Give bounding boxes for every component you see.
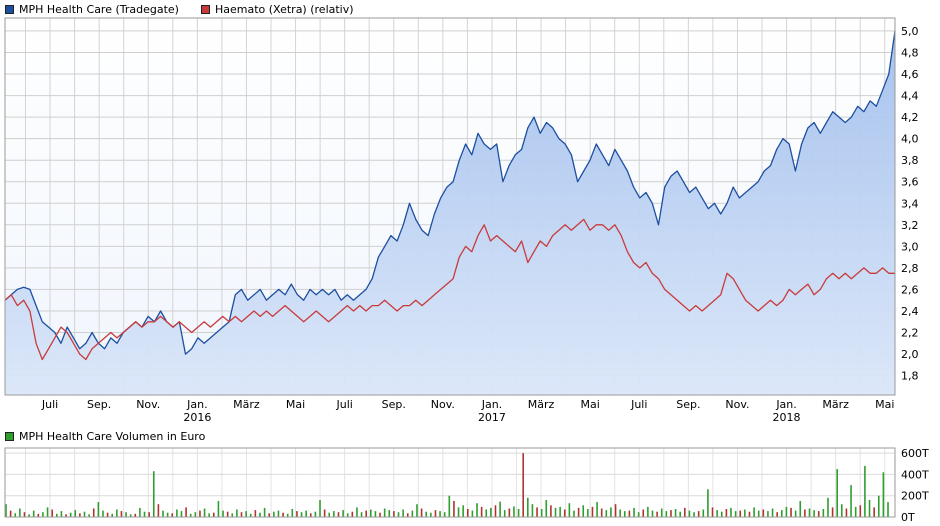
svg-text:1,8: 1,8 [901,370,919,383]
legend-item-mph-volume: MPH Health Care Volumen in Euro [5,430,205,443]
svg-text:5,0: 5,0 [901,25,919,38]
svg-text:2,6: 2,6 [901,283,919,296]
svg-text:400T: 400T [901,468,929,481]
legend-item-haemato-price: Haemato (Xetra) (relativ) [200,2,354,16]
svg-text:Mai: Mai [286,398,305,411]
mph-price-swatch-icon [5,4,14,14]
svg-text:Mai: Mai [581,398,600,411]
svg-text:Juli: Juli [41,398,58,411]
mph-volume-label: MPH Health Care Volumen in Euro [19,429,206,443]
svg-text:3,2: 3,2 [901,219,919,232]
svg-text:4,2: 4,2 [901,111,919,124]
svg-text:März: März [822,398,849,411]
svg-text:Sep.: Sep. [676,398,700,411]
haemato-price-swatch-icon [200,4,210,14]
svg-text:0T: 0T [901,511,915,524]
svg-text:3,6: 3,6 [901,176,919,189]
svg-text:3,4: 3,4 [901,197,919,210]
haemato-price-label: Haemato (Xetra) (relativ) [214,2,354,16]
svg-text:Jan.: Jan. [481,398,502,411]
svg-text:600T: 600T [901,447,929,460]
volume-legend: MPH Health Care Volumen in Euro [5,429,205,443]
svg-text:4,6: 4,6 [901,68,919,81]
svg-text:2018: 2018 [773,411,801,424]
svg-text:200T: 200T [901,490,929,503]
svg-text:Juli: Juli [335,398,352,411]
svg-text:Nov.: Nov. [431,398,455,411]
mph-price-label: MPH Health Care (Tradegate) [19,2,179,16]
svg-text:Nov.: Nov. [725,398,749,411]
svg-text:Mai: Mai [875,398,894,411]
svg-text:2,4: 2,4 [901,305,919,318]
svg-text:2016: 2016 [183,411,211,424]
svg-text:Juli: Juli [630,398,647,411]
svg-text:März: März [233,398,260,411]
svg-text:3,8: 3,8 [901,154,919,167]
svg-text:Nov.: Nov. [136,398,160,411]
svg-text:Sep.: Sep. [87,398,111,411]
svg-text:4,8: 4,8 [901,47,919,60]
svg-text:4,0: 4,0 [901,133,919,146]
legend-item-mph-price: MPH Health Care (Tradegate) [5,3,179,16]
svg-text:Jan.: Jan. [186,398,207,411]
svg-text:3,0: 3,0 [901,240,919,253]
svg-text:Jan.: Jan. [775,398,796,411]
mph-volume-swatch-icon [5,431,14,441]
svg-text:2,0: 2,0 [901,348,919,361]
svg-text:4,4: 4,4 [901,90,919,103]
price-legend: MPH Health Care (Tradegate) Haemato (Xet… [5,2,354,16]
svg-text:Sep.: Sep. [382,398,406,411]
svg-text:März: März [528,398,555,411]
svg-text:2,2: 2,2 [901,327,919,340]
svg-text:2017: 2017 [478,411,506,424]
svg-text:2,8: 2,8 [901,262,919,275]
